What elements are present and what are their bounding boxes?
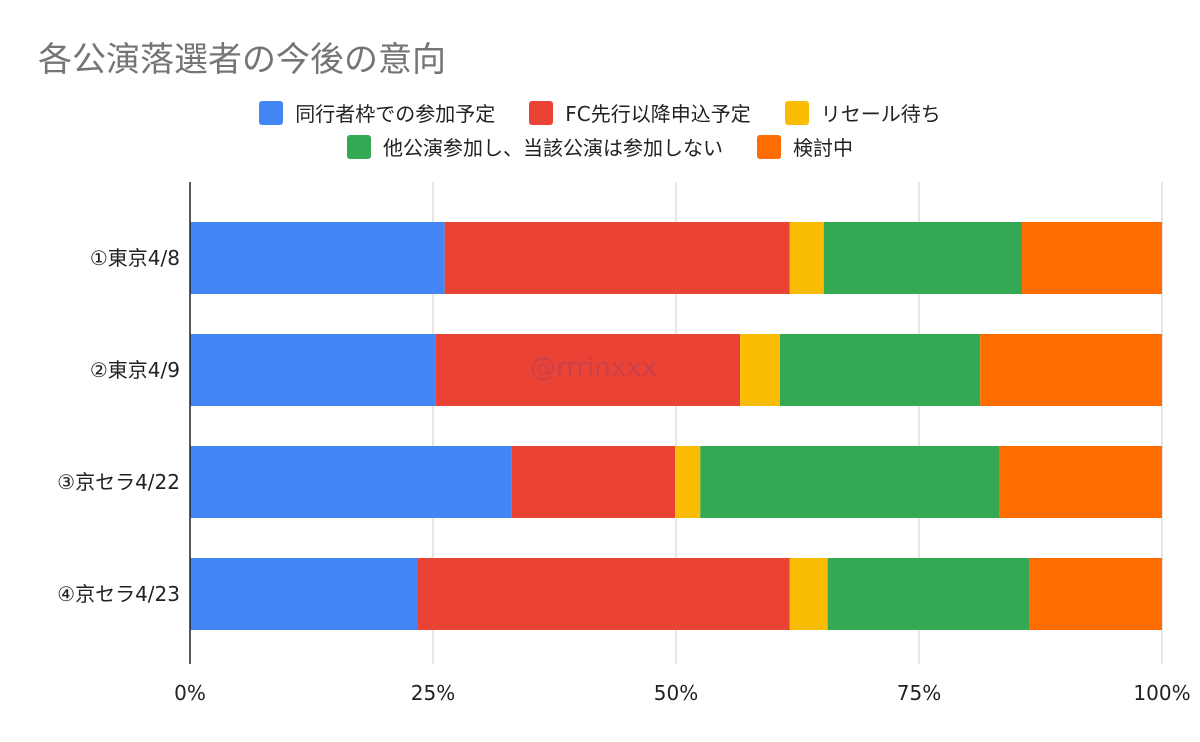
y-category-label: ③京セラ4/22 (57, 470, 180, 494)
legend-item: 検討中 (757, 132, 853, 161)
x-tick-label: 100% (1133, 681, 1190, 705)
x-tick-label: 25% (411, 681, 455, 705)
legend-label: リセール待ち (820, 102, 941, 126)
legend-label: FC先行以降申込予定 (565, 102, 751, 126)
legend-swatch (529, 100, 554, 125)
legend-item: 他公演参加し、当該公演は参加しない (347, 132, 723, 161)
bar-segment (511, 446, 676, 518)
watermark: @rrrinxxx (530, 353, 658, 383)
chart-title: 各公演落選者の今後の意向 (38, 40, 446, 80)
bar-segment (780, 334, 981, 406)
legend-swatch (784, 100, 809, 125)
y-category-label: ②東京4/9 (90, 358, 180, 382)
legend-swatch (347, 134, 371, 159)
legend-label: 他公演参加し、当該公演は参加しない (383, 136, 723, 160)
bar-segment (789, 222, 824, 294)
bar-segment (675, 446, 701, 518)
legend-item: 同行者枠での参加予定 (259, 98, 495, 127)
y-category-label: ④京セラ4/23 (57, 582, 180, 606)
x-tick-label: 50% (654, 681, 698, 705)
bar-segment (740, 334, 781, 406)
bar-segment (700, 446, 1000, 518)
bar-segment (827, 558, 1030, 630)
bar-segment (417, 558, 790, 630)
legend-swatch (757, 134, 781, 159)
bar-segment (980, 334, 1162, 406)
bar-segment (1029, 558, 1162, 630)
legend-item: リセール待ち (784, 98, 941, 127)
legend-label: 同行者枠での参加予定 (295, 102, 496, 126)
legend-row-1: 同行者枠での参加予定 FC先行以降申込予定 リセール待ち (0, 98, 1200, 127)
bar-segment (190, 558, 418, 630)
bar-segment (789, 558, 828, 630)
legend-item: FC先行以降申込予定 (529, 98, 751, 127)
x-tick-label: 0% (174, 681, 206, 705)
x-tick-label: 75% (897, 681, 941, 705)
legend-swatch (259, 100, 284, 125)
bar-segment (435, 334, 741, 406)
y-category-label: ①東京4/8 (90, 246, 180, 270)
bar-segment (444, 222, 790, 294)
bar-segment (999, 446, 1162, 518)
legend-label: 検討中 (793, 136, 853, 160)
bar-segment (190, 222, 445, 294)
bar-segment (190, 334, 436, 406)
bar-segment (1022, 222, 1162, 294)
bar-segment (190, 446, 512, 518)
legend-row-2: 他公演参加し、当該公演は参加しない 検討中 (0, 132, 1200, 161)
bar-segment (823, 222, 1023, 294)
